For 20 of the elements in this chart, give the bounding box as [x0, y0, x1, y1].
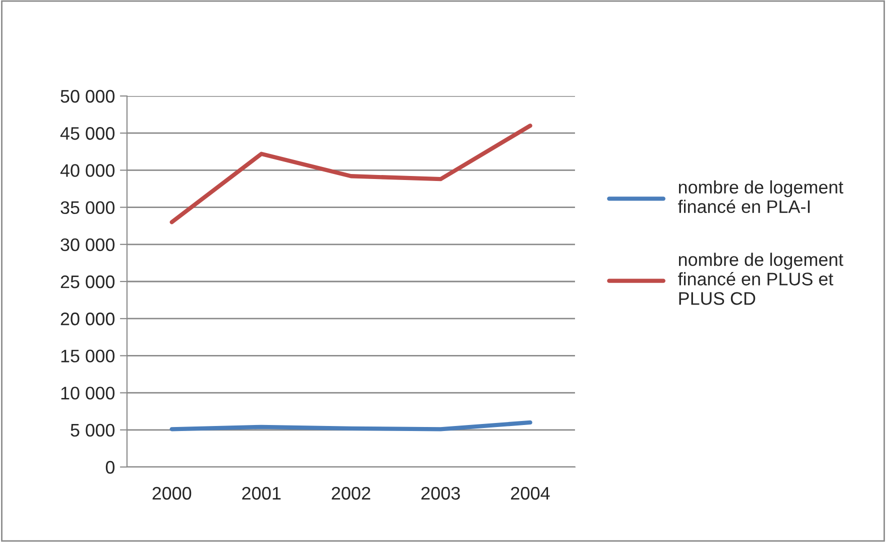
y-tick-label: 50 000	[60, 90, 114, 103]
line-series	[170, 420, 532, 432]
y-tick-label: 0	[106, 460, 114, 474]
y-tick-label: 10 000	[61, 386, 114, 400]
legend-label: nombre de logement financé en PLUS et PLUS CD	[678, 252, 844, 305]
line-series	[170, 124, 532, 224]
x-tick-label: 2004	[511, 486, 550, 500]
x-tick-label: 2002	[332, 486, 370, 500]
y-tick-label: 30 000	[60, 238, 114, 252]
x-tick-label: 2001	[242, 486, 281, 500]
x-tick-label: 2003	[421, 486, 460, 500]
y-tick-label: 25 000	[60, 275, 114, 288]
legend-label: nombre de logement financé en PLA-I	[678, 180, 844, 214]
x-tick-label: 2000	[152, 486, 192, 500]
y-tick-label: 20 000	[60, 312, 114, 326]
y-tick-label: 45 000	[60, 127, 114, 140]
y-tick-label: 15 000	[61, 350, 114, 362]
y-tick-label: 40 000	[60, 164, 114, 177]
y-tick-label: 5 000	[70, 424, 114, 437]
y-tick-label: 35 000	[60, 201, 114, 214]
